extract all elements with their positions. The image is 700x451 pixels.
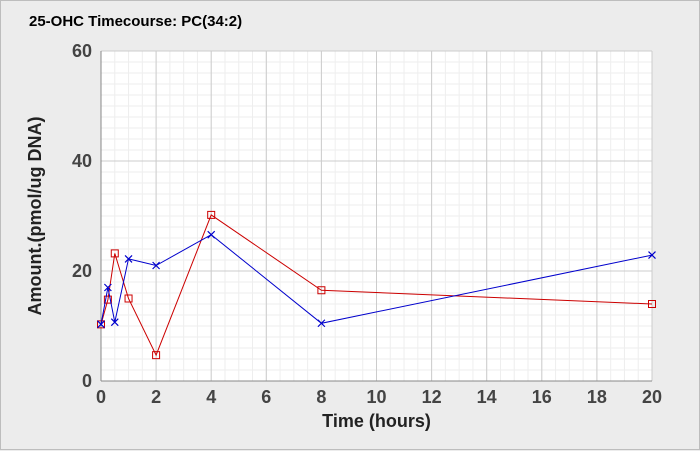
x-tick-label: 14 [477, 387, 497, 407]
x-tick-label: 8 [316, 387, 326, 407]
y-axis-label: Amount.(pmol/ug DNA) [25, 117, 45, 316]
series-2-point [648, 251, 656, 259]
tick-labels: 0 2 4 6 8 10 12 14 16 18 20 0 20 40 60 [72, 41, 662, 407]
series-1-point [110, 249, 119, 258]
y-tick-label: 60 [72, 41, 92, 61]
x-tick-label: 16 [532, 387, 552, 407]
series-1-point [152, 351, 161, 360]
series-1-point [207, 210, 216, 219]
chart-title: 25-OHC Timecourse: PC(34:2) [29, 13, 243, 30]
series-2-point [97, 320, 105, 329]
series-1-point [97, 320, 105, 329]
series-2-line [100, 234, 653, 325]
series-2-point [110, 318, 119, 327]
y-tick-label: 20 [72, 261, 92, 281]
axes [100, 51, 652, 382]
x-tick-label: 4 [206, 387, 216, 407]
x-tick-label: 12 [422, 387, 442, 407]
y-tick-label: 40 [72, 151, 92, 171]
series-1-point [103, 295, 112, 304]
x-tick-label: 2 [151, 387, 161, 407]
series-2-point [124, 254, 133, 263]
x-tick-label: 6 [261, 387, 271, 407]
series-1-point [317, 286, 326, 295]
x-axis-label: Time (hours) [322, 411, 431, 431]
x-tick-label: 10 [366, 387, 386, 407]
y-tick-label: 0 [82, 371, 92, 391]
series-layer [97, 210, 656, 360]
series-2-point [317, 319, 326, 328]
x-tick-label: 20 [642, 387, 662, 407]
x-tick-label: 18 [587, 387, 607, 407]
series-1-point [124, 294, 133, 303]
series-2-point [152, 261, 161, 270]
series-2-point [207, 230, 216, 239]
series-1-point [648, 300, 656, 308]
x-tick-label: 0 [96, 387, 106, 407]
series-2-point [103, 283, 112, 292]
